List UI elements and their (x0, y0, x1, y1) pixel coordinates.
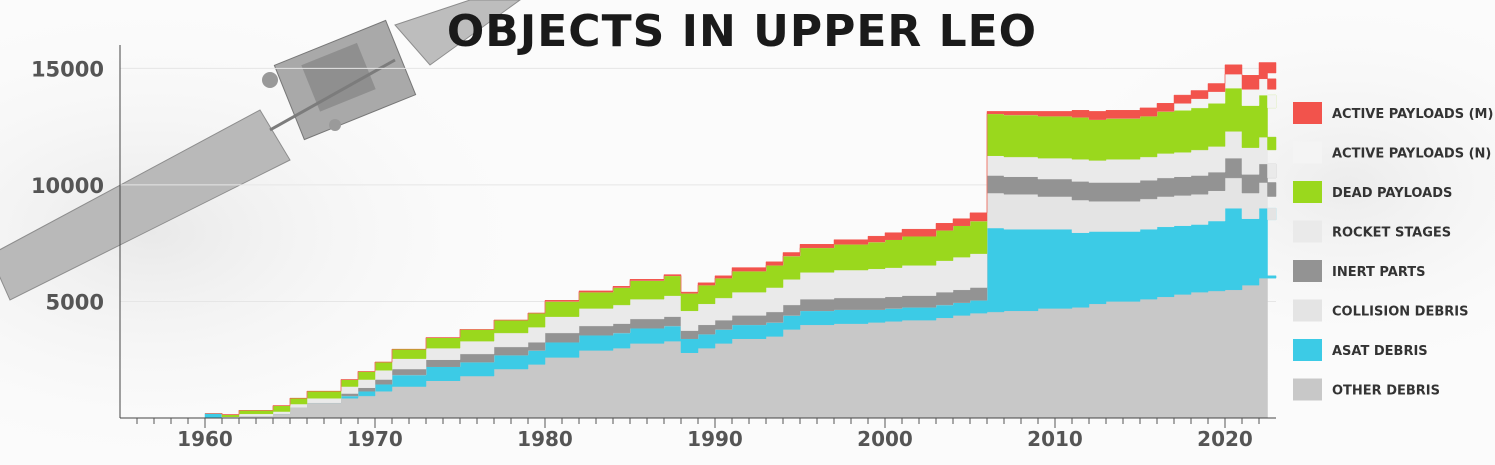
x-tick-label-1980: 1980 (517, 427, 573, 451)
y-tick-label-10000: 10000 (31, 174, 104, 198)
area-active-payloads-m (205, 62, 1277, 415)
chart-title: OBJECTS IN UPPER LEO (447, 6, 1037, 57)
legend-swatch-other-debris (1293, 378, 1322, 401)
x-tick-label-1970: 1970 (347, 427, 403, 451)
x-tick-label-2010: 2010 (1027, 427, 1083, 451)
legend-label-active-payloads-n: ACTIVE PAYLOADS (N) (1332, 147, 1491, 162)
x-tick-label-2000: 2000 (857, 427, 913, 451)
legend-swatch-collision-debris (1293, 299, 1322, 322)
y-tick-label-15000: 15000 (31, 57, 104, 81)
legend-swatch-rocket-stages (1293, 220, 1322, 243)
y-axis-ticks: 5000 10000 15000 (31, 57, 104, 314)
legend: ACTIVE PAYLOADS (M) ACTIVE PAYLOADS (N) DE… (1293, 102, 1493, 401)
legend-label-asat-debris: ASAT DEBRIS (1332, 344, 1428, 359)
legend-label-collision-debris: COLLISION DEBRIS (1332, 305, 1468, 320)
x-tick-label-1990: 1990 (687, 427, 743, 451)
legend-swatch-inert-parts (1293, 260, 1322, 282)
legend-label-rocket-stages: ROCKET STAGES (1332, 226, 1451, 241)
legend-label-active-payloads-m: ACTIVE PAYLOADS (M) (1332, 107, 1493, 122)
legend-swatch-dead-payloads (1293, 181, 1322, 203)
legend-label-inert-parts: INERT PARTS (1332, 265, 1425, 280)
x-axis-ticks: 1960 1970 1980 1990 2000 2010 2020 (177, 427, 1253, 451)
legend-label-dead-payloads: DEAD PAYLOADS (1332, 186, 1452, 201)
satellite-illustration (0, 0, 521, 301)
legend-label-other-debris: OTHER DEBRIS (1332, 384, 1440, 399)
y-tick-label-5000: 5000 (46, 290, 104, 314)
legend-swatch-asat-debris (1293, 339, 1322, 361)
axes (119, 45, 1276, 428)
legend-swatch-active-payloads-m (1293, 102, 1322, 124)
stacked-areas (204, 62, 1277, 419)
legend-swatch-active-payloads-n (1293, 141, 1322, 164)
x-tick-label-2020: 2020 (1197, 427, 1253, 451)
x-tick-label-1960: 1960 (177, 427, 233, 451)
